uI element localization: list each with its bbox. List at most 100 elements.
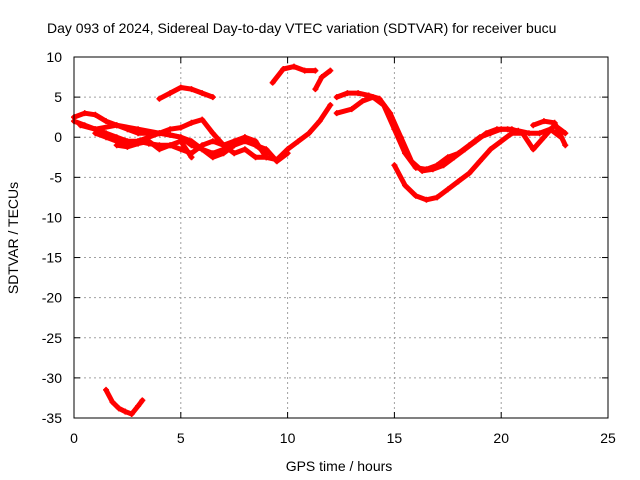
x-tick-label: 20	[493, 430, 509, 446]
data-point	[188, 138, 195, 145]
data-point	[135, 402, 142, 409]
data-point	[487, 130, 494, 137]
data-point	[77, 122, 84, 129]
data-point	[562, 130, 569, 137]
data-point	[519, 130, 526, 137]
data-point	[115, 405, 122, 412]
data-point	[167, 142, 174, 149]
series-arc-e	[113, 138, 195, 161]
data-point	[103, 118, 110, 125]
data-point	[530, 122, 537, 129]
axis-ticks: 0 5 10 15 20 25 10 5 0 -5 -10 -15 -20 -25 -30 -35	[42, 49, 616, 446]
data-point	[284, 150, 291, 157]
data-point	[231, 142, 238, 149]
x-tick-label: 5	[177, 430, 185, 446]
data-point	[269, 79, 276, 86]
data-point	[540, 134, 547, 141]
x-tick-label: 15	[387, 430, 403, 446]
data-point	[280, 66, 287, 73]
data-point	[444, 186, 451, 193]
chart-title: Day 093 of 2024, Sidereal Day-to-day VTE…	[47, 20, 556, 36]
data-point	[273, 158, 280, 165]
data-point	[540, 118, 547, 125]
data-point	[209, 94, 216, 101]
data-point	[412, 164, 419, 171]
y-tick-label: -15	[42, 250, 62, 266]
data-point	[177, 138, 184, 145]
data-point	[199, 146, 206, 153]
series-trace	[530, 118, 568, 148]
data-point	[316, 118, 323, 125]
data-point	[103, 134, 110, 141]
data-point	[177, 84, 184, 91]
data-point	[333, 110, 340, 117]
data-point	[348, 106, 355, 113]
data-point	[241, 146, 248, 153]
data-point	[113, 122, 120, 129]
data-point	[81, 110, 88, 117]
y-tick-label: 0	[54, 129, 62, 145]
data-point	[476, 134, 483, 141]
data-point	[103, 386, 110, 393]
data-point	[295, 138, 302, 145]
data-point	[209, 154, 216, 161]
data-point	[156, 130, 163, 137]
data-point	[476, 158, 483, 165]
data-point	[412, 192, 419, 199]
data-point	[466, 170, 473, 177]
data-point	[312, 86, 319, 93]
data-point	[231, 150, 238, 157]
data-point	[423, 196, 430, 203]
data-point	[318, 74, 325, 81]
data-point	[423, 166, 430, 173]
data-point	[359, 98, 366, 105]
data-point	[536, 130, 543, 137]
data-point	[498, 126, 505, 133]
data-point	[199, 116, 206, 123]
y-axis-label: SDTVAR / TECUs	[5, 182, 21, 294]
data-point	[487, 146, 494, 153]
data-point	[122, 408, 129, 415]
data-point	[167, 131, 174, 138]
x-tick-label: 25	[600, 430, 616, 446]
series-arc-m	[103, 386, 146, 417]
data-point	[355, 90, 362, 97]
data-point	[508, 130, 515, 137]
data-point	[305, 130, 312, 137]
y-tick-label: -20	[42, 290, 62, 306]
plot-series	[71, 63, 569, 417]
data-point	[402, 150, 409, 157]
series-trace	[334, 94, 568, 172]
data-point	[344, 90, 351, 97]
series-arc-i	[333, 90, 565, 174]
data-point	[156, 95, 163, 102]
data-point	[455, 178, 462, 185]
data-point	[177, 146, 184, 153]
data-point	[444, 154, 451, 161]
data-point	[455, 150, 462, 157]
series-arc-l	[530, 118, 569, 149]
data-point	[327, 102, 334, 109]
data-point	[402, 182, 409, 189]
data-point	[167, 126, 174, 133]
series-arc-h	[312, 67, 334, 93]
y-tick-label: 10	[46, 49, 62, 65]
data-point	[92, 111, 99, 118]
x-axis-label: GPS time / hours	[286, 458, 393, 474]
data-point	[370, 94, 377, 101]
plot-frame	[73, 56, 609, 419]
data-point	[167, 90, 174, 97]
data-point	[327, 67, 334, 74]
data-point	[551, 119, 558, 126]
data-point	[135, 126, 142, 133]
series-trace	[312, 68, 333, 92]
data-point	[391, 162, 398, 169]
data-point	[252, 142, 259, 149]
data-point	[220, 150, 227, 157]
data-point	[188, 154, 195, 161]
data-point	[92, 130, 99, 137]
data-point	[145, 138, 152, 145]
data-point	[188, 86, 195, 93]
data-point	[434, 194, 441, 201]
series-arc-g	[269, 63, 319, 86]
